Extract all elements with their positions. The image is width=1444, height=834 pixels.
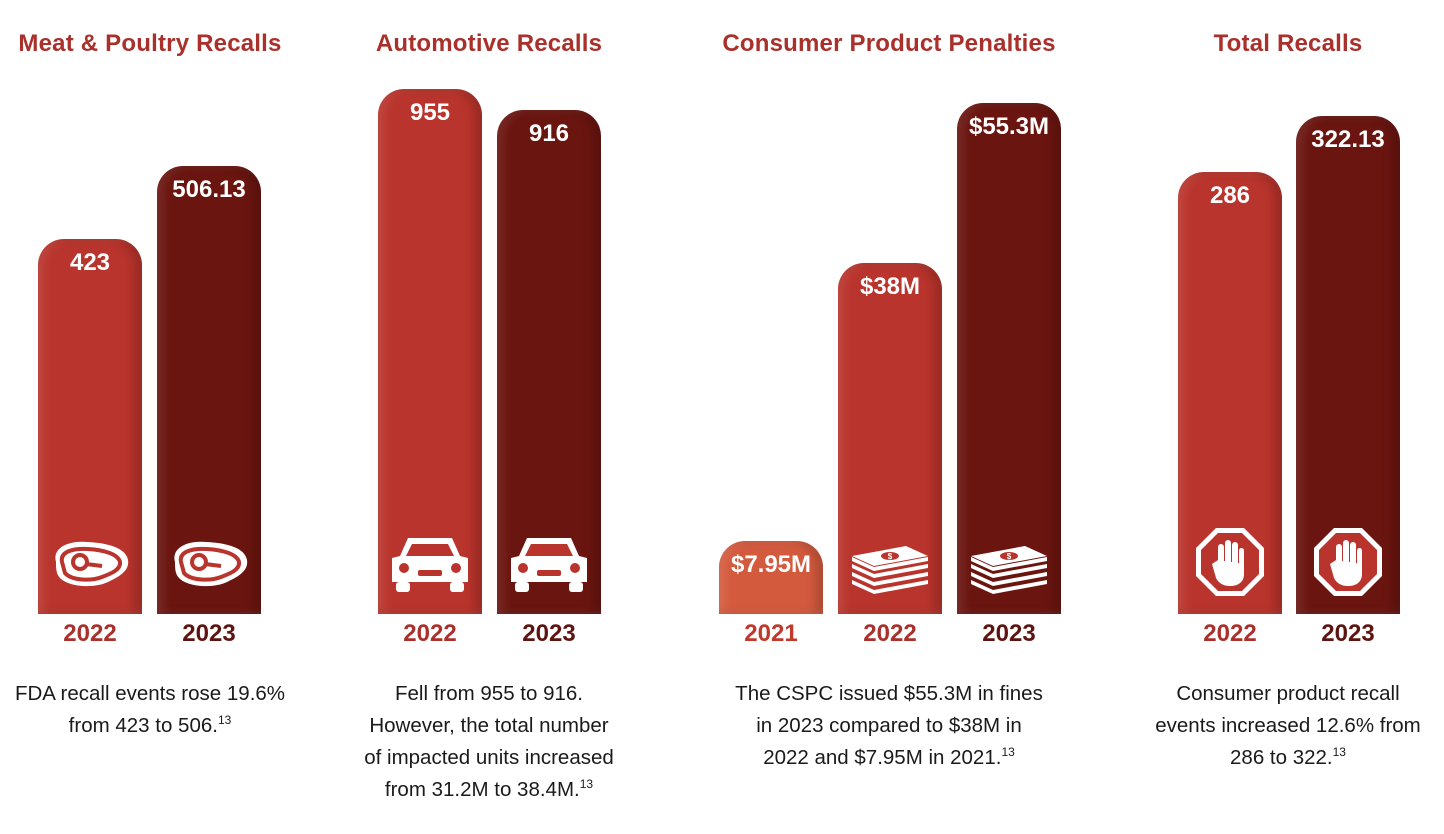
meat-poultry-recalls-panel: Meat & Poultry Recalls 423 2022 506.13 2023…	[0, 0, 300, 834]
caption-line: The CSPC issued $55.3M in fines	[735, 682, 1043, 705]
data-label: 955	[409, 98, 451, 126]
automotive-recalls-panel: Automotive Recalls 955 2022 916 2023 Fell fr…	[339, 0, 639, 834]
svg-text:$: $	[1007, 552, 1012, 561]
chart-title: Automotive Recalls	[375, 30, 603, 57]
caption: The CSPC issued $55.3M in fines in 2023 c…	[709, 678, 1069, 774]
consumer-product-penalties-panel: Consumer Product Penalties $7.95M 2021 $38…	[709, 0, 1069, 834]
caption: FDA recall events rose 19.6% from 423 to …	[0, 678, 300, 742]
x-tick-label: 2023	[182, 620, 236, 647]
x-tick-label: 2021	[744, 620, 798, 647]
data-label: $38M	[859, 272, 921, 300]
data-label: 506.13	[172, 175, 246, 203]
x-tick-label: 2023	[982, 620, 1036, 647]
stop-hand-icon	[1304, 526, 1392, 598]
data-label: 916	[528, 120, 570, 148]
data-label: 286	[1209, 181, 1251, 209]
footnote-ref: 13	[1332, 745, 1346, 760]
x-tick-label: 2022	[403, 620, 457, 647]
svg-text:$: $	[888, 552, 893, 561]
data-label: 322.13	[1311, 125, 1385, 153]
bar-2022: 286	[1178, 171, 1282, 614]
bar-2023: 506.13	[157, 165, 261, 614]
bar-2022: 955	[378, 88, 482, 614]
caption-line: 2022 and $7.95M in 2021.13	[763, 745, 1015, 769]
caption-line: from 31.2M to 38.4M.13	[384, 777, 594, 801]
money-stack-icon: $	[965, 526, 1053, 598]
steak-icon	[46, 526, 134, 598]
x-tick-label: 2022	[63, 620, 117, 647]
chart-title: Total Recalls	[1213, 30, 1363, 57]
caption-line: Consumer product recall	[1176, 682, 1400, 705]
data-label: $7.95M	[730, 550, 812, 578]
caption-line: However, the total number	[369, 714, 609, 737]
x-tick-label: 2023	[1321, 620, 1375, 647]
stop-hand-icon	[1186, 526, 1274, 598]
data-label: $55.3M	[968, 113, 1050, 141]
bar-2021: $7.95M	[719, 540, 823, 614]
bar-2023: $55.3M $	[957, 103, 1061, 614]
caption-line: of impacted units increased	[364, 746, 614, 769]
caption: Fell from 955 to 916. However, the total …	[339, 678, 639, 806]
money-stack-icon: $	[846, 526, 934, 598]
bar-2023: 322.13	[1296, 115, 1400, 614]
car-icon	[505, 526, 593, 598]
caption-line: Fell from 955 to 916.	[394, 682, 583, 705]
caption: Consumer product recall events increased …	[1138, 678, 1438, 774]
steak-icon	[165, 526, 253, 598]
bar-2023: 916	[497, 110, 601, 614]
caption-line: events increased 12.6% from	[1155, 714, 1421, 737]
caption-line: 286 to 322.13	[1230, 745, 1346, 769]
chart-title: Meat & Poultry Recalls	[18, 30, 282, 57]
caption-line: from 423 to 506.13	[68, 713, 232, 737]
chart-title: Consumer Product Penalties	[722, 30, 1056, 57]
footnote-ref: 13	[579, 777, 594, 792]
caption-line: FDA recall events rose 19.6%	[14, 682, 286, 705]
car-icon	[386, 526, 474, 598]
data-label: 423	[69, 249, 111, 277]
footnote-ref: 13	[217, 713, 232, 728]
bar-2022: $38M $	[838, 262, 942, 614]
footnote-ref: 13	[1001, 745, 1015, 760]
caption-line: in 2023 compared to $38M in	[756, 714, 1022, 737]
x-tick-label: 2023	[522, 620, 576, 647]
x-tick-label: 2022	[1203, 620, 1257, 647]
total-recalls-panel: Total Recalls 286 2022 322.13 2023 Consumer …	[1138, 0, 1438, 834]
x-tick-label: 2022	[863, 620, 917, 647]
bar-2022: 423	[38, 239, 142, 614]
